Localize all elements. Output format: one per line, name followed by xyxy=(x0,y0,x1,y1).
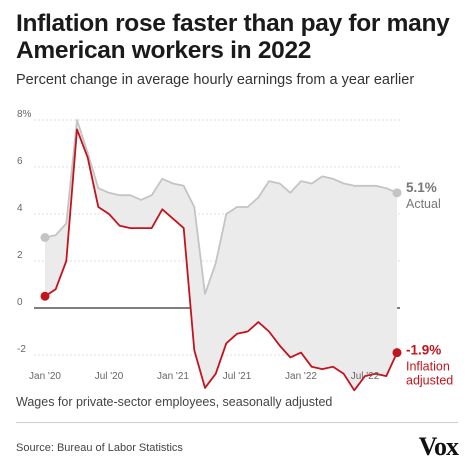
adjusted-series-label-line1: Inflation xyxy=(406,360,450,374)
y-tick-label: -2 xyxy=(17,344,26,355)
adjusted-start-point xyxy=(40,291,50,301)
y-tick-label: 2 xyxy=(17,250,23,261)
y-tick-label: 6 xyxy=(17,156,23,167)
actual-end-point xyxy=(392,188,402,198)
actual-start-point xyxy=(40,233,50,242)
y-tick-label: 0 xyxy=(17,297,23,308)
gap-area xyxy=(45,120,397,391)
footnote: Wages for private-sector employees, seas… xyxy=(16,395,333,409)
chart-title: Inflation rose faster than pay for many … xyxy=(16,10,450,64)
line-chart: -2 0 2 4 6 8% Jan '20 Jul '20 Jan '21 Jul '21 Jan … xyxy=(17,109,453,392)
x-tick-label: Jul '21 xyxy=(223,371,252,382)
x-tick-label: Jan '22 xyxy=(285,371,317,382)
x-tick-label: Jul '20 xyxy=(95,371,124,382)
chart-subtitle: Percent change in average hourly earning… xyxy=(16,72,415,88)
axis-labels: -2 0 2 4 6 8% Jan '20 Jul '20 Jan '21 Jul '21 Jan … xyxy=(17,109,380,382)
x-tick-label: Jan '21 xyxy=(157,371,189,382)
actual-line xyxy=(44,119,398,295)
adjusted-end-point xyxy=(392,348,402,358)
actual-series-label: Actual xyxy=(406,197,441,211)
shaded-gap xyxy=(45,120,397,391)
x-tick-label: Jan '20 xyxy=(29,371,61,382)
adjusted-end-value: -1.9% xyxy=(406,343,441,358)
vox-logo: Vox xyxy=(418,432,459,461)
actual-end-value: 5.1% xyxy=(406,180,437,195)
inflation-adjusted-line xyxy=(44,128,398,392)
x-tick-label: Jul '22 xyxy=(351,371,380,382)
y-tick-label: 8% xyxy=(17,109,32,120)
series-lines xyxy=(40,119,402,392)
divider xyxy=(16,422,458,423)
source-note: Source: Bureau of Labor Statistics xyxy=(16,442,183,454)
adjusted-series-label-line2: adjusted xyxy=(406,374,453,388)
y-tick-label: 4 xyxy=(17,203,23,214)
